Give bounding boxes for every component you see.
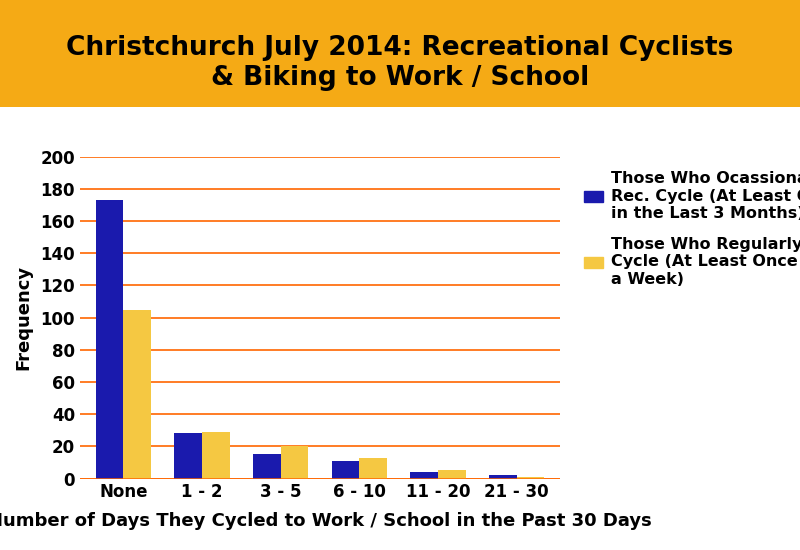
Legend: Those Who Ocassionally
Rec. Cycle (At Least Once
in the Last 3 Months), Those Wh: Those Who Ocassionally Rec. Cycle (At Le… [578,165,800,293]
Bar [438,470,466,478]
Bar [410,472,438,478]
Bar [174,433,202,478]
Bar [332,461,359,478]
Bar [253,454,281,478]
Text: & Biking to Work / School: & Biking to Work / School [211,65,589,91]
Bar [489,475,517,478]
Text: Christchurch July 2014: Recreational Cyclists: Christchurch July 2014: Recreational Cyc… [66,35,734,61]
Bar [123,310,151,478]
Bar [96,200,123,478]
Bar [359,458,387,478]
Bar [281,447,308,478]
Y-axis label: Frequency: Frequency [14,265,32,370]
Bar [517,477,544,478]
Bar [202,432,230,478]
X-axis label: Number of Days They Cycled to Work / School in the Past 30 Days: Number of Days They Cycled to Work / Sch… [0,513,652,530]
